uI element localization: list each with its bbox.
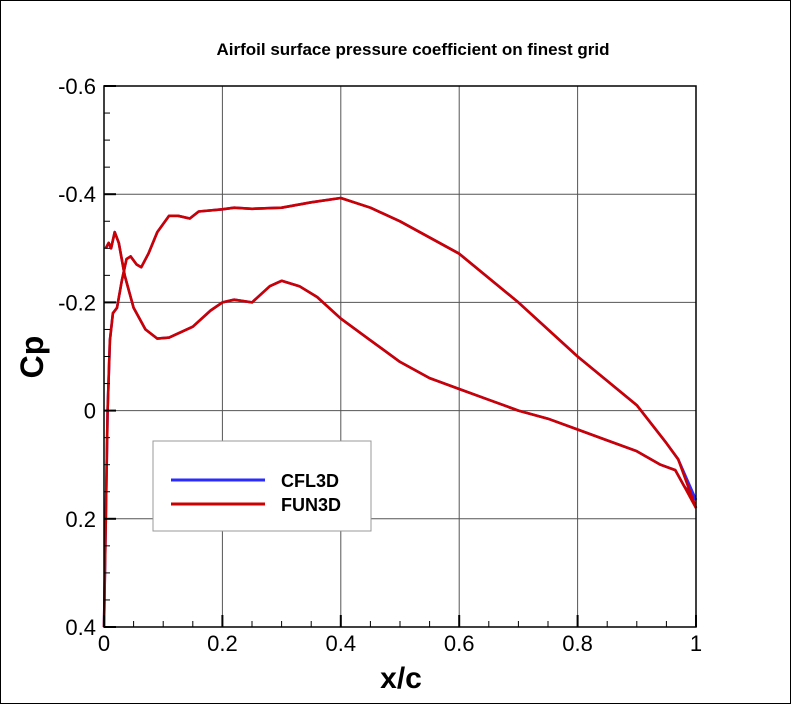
chart-title: Airfoil surface pressure coefficient on … bbox=[217, 40, 610, 59]
y-axis-label: Cp bbox=[14, 336, 50, 379]
y-tick-label: 0 bbox=[84, 399, 96, 424]
series-line-fun3d-branch-b bbox=[102, 196, 698, 628]
legend: CFL3D FUN3D bbox=[152, 440, 372, 532]
x-tick-label: 0.6 bbox=[444, 631, 475, 656]
x-tick-label: 0.4 bbox=[326, 631, 357, 656]
series-layer bbox=[102, 196, 698, 628]
x-tick-label: 0.2 bbox=[207, 631, 238, 656]
plot-frame bbox=[103, 85, 697, 628]
y-tick-label: -0.6 bbox=[58, 74, 96, 99]
x-tick-label: 0.8 bbox=[562, 631, 593, 656]
y-tick-label: 0.4 bbox=[65, 615, 96, 640]
x-tick-label: 1 bbox=[690, 631, 702, 656]
y-tick-label: -0.2 bbox=[58, 290, 96, 315]
legend-box bbox=[152, 440, 372, 532]
legend-label-fun3d: FUN3D bbox=[281, 495, 341, 515]
legend-label-cfl3d: CFL3D bbox=[281, 471, 339, 491]
y-tick-label: 0.2 bbox=[65, 507, 96, 532]
x-axis-label: x/c bbox=[380, 662, 422, 695]
grid bbox=[103, 85, 697, 628]
x-tick-label: 0 bbox=[98, 631, 110, 656]
ticks: 0 0.2 0.4 0.6 0.8 1 -0.6 -0.4 -0.2 0 0.2 0.4 bbox=[58, 74, 702, 656]
series-line-fun3d-branch-a bbox=[104, 230, 698, 509]
y-tick-label: -0.4 bbox=[58, 182, 96, 207]
series-line-cfl3d-branch-b bbox=[102, 196, 698, 628]
